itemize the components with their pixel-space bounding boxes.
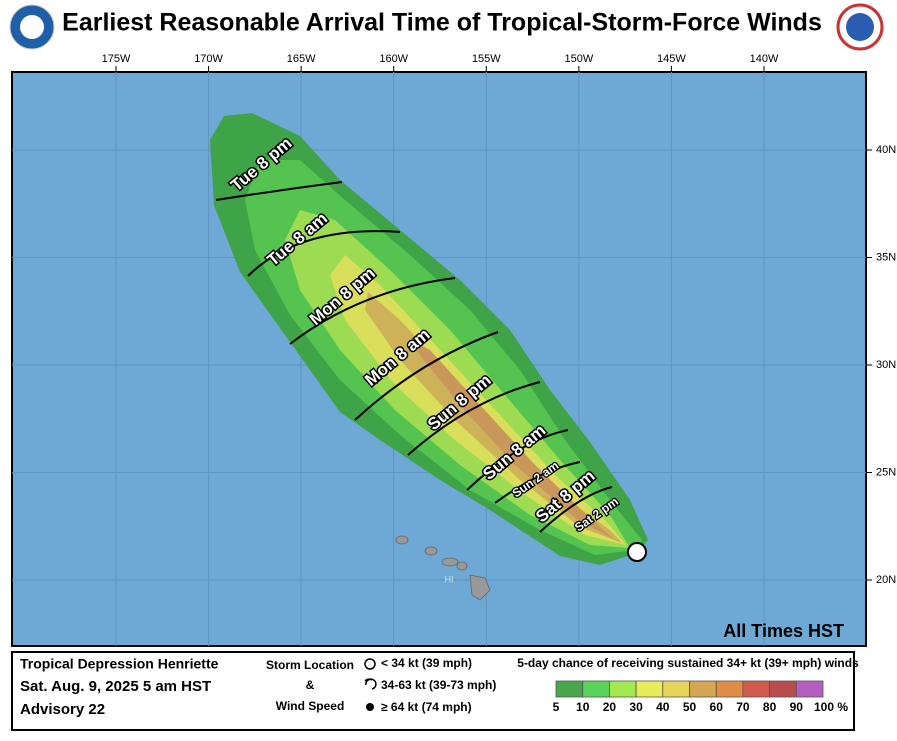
- isochrones: [215, 181, 613, 533]
- lat-label: 40N: [876, 144, 896, 156]
- isochrone: [466, 429, 569, 491]
- scale-label: 90: [790, 700, 804, 714]
- scale-swatch: [715, 680, 744, 698]
- scale-label: 50: [683, 700, 697, 714]
- prob-60: [410, 340, 615, 540]
- storm-location: [627, 542, 647, 562]
- scale-swatch: [555, 680, 584, 698]
- scale-swatch: [609, 680, 637, 698]
- lon-label: 140W: [750, 53, 779, 65]
- island: [469, 574, 491, 601]
- title: Earliest Reasonable Arrival Time of Trop…: [62, 9, 822, 37]
- isochrone: [539, 486, 613, 533]
- isochrone: [215, 181, 343, 201]
- scale-label: 60: [710, 700, 724, 714]
- times-note: All Times HST: [723, 621, 844, 641]
- scale-swatch: [689, 680, 717, 698]
- lat-label: 25N: [876, 466, 896, 478]
- scale-label: 70: [736, 700, 750, 714]
- scale-swatch: [742, 680, 771, 698]
- hawaii-islands: [395, 535, 491, 601]
- lon-label: 145W: [657, 53, 686, 65]
- lat-label: 20N: [876, 574, 896, 586]
- wind-legend-text: 34-63 kt (39-73 mph): [381, 678, 496, 692]
- scale-swatch: [662, 680, 690, 698]
- nws-logo-inner: [846, 13, 874, 41]
- scale-label: 5: [553, 700, 560, 714]
- island-label: HI: [445, 574, 454, 584]
- island: [424, 546, 438, 556]
- legend-label: Wind Speed: [276, 699, 345, 713]
- advisory-date: Sat. Aug. 9, 2025 5 am HST: [20, 678, 211, 695]
- legend-label: &: [306, 678, 315, 692]
- scale-label: 10: [576, 700, 590, 714]
- scale-swatch: [795, 680, 824, 698]
- scale-swatch: [635, 680, 664, 698]
- scale-swatch: [582, 680, 610, 698]
- storm-name: Tropical Depression Henriette: [20, 656, 219, 672]
- island: [456, 561, 468, 571]
- lon-label: 170W: [194, 53, 223, 65]
- scale-label: 100 %: [814, 700, 848, 714]
- legend-label: Storm Location: [266, 658, 354, 672]
- scale-title: 5-day chance of receiving sustained 34+ …: [517, 656, 859, 670]
- scale-label: 40: [656, 700, 670, 714]
- wind-legend-text: < 34 kt (39 mph): [381, 656, 472, 670]
- isochrone: [494, 461, 581, 504]
- noaa-logo-inner: [20, 15, 44, 39]
- advisory-number: Advisory 22: [20, 701, 105, 718]
- island: [395, 535, 409, 545]
- legend-icon: [364, 678, 377, 690]
- scale-label: 30: [629, 700, 643, 714]
- scale-label: 80: [763, 700, 777, 714]
- island: [441, 557, 459, 567]
- lat-label: 35N: [876, 251, 896, 263]
- wind-legend-text: ≥ 64 kt (74 mph): [381, 700, 472, 714]
- scale-swatch: [769, 680, 797, 698]
- legend-icon: [364, 658, 376, 670]
- lon-label: 175W: [102, 53, 131, 65]
- isochrone: [247, 230, 401, 277]
- lon-label: 165W: [287, 53, 316, 65]
- lon-label: 150W: [564, 53, 593, 65]
- isochrone: [289, 277, 456, 345]
- scale-label: 20: [603, 700, 617, 714]
- isochrone: [354, 331, 499, 421]
- isochrone: [407, 381, 541, 456]
- legend-icon: [366, 703, 374, 711]
- lon-label: 155W: [472, 53, 501, 65]
- lon-label: 160W: [379, 53, 408, 65]
- lat-label: 30N: [876, 359, 896, 371]
